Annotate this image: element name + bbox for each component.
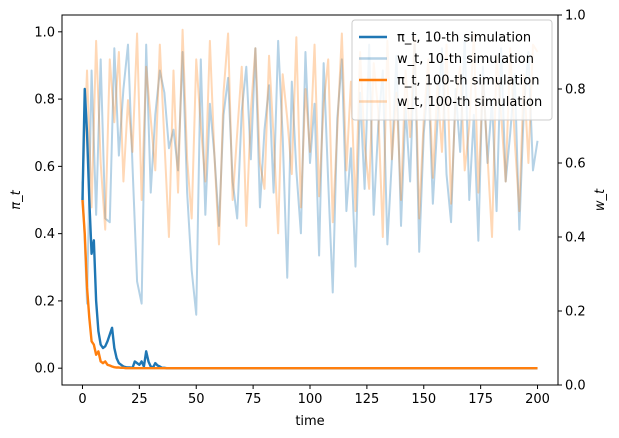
right-y-tick-label: 0.6 <box>565 157 586 172</box>
right-y-tick-label: 0.0 <box>565 379 586 394</box>
right-y-tick-label: 0.2 <box>565 305 586 320</box>
x-axis-ticks: 0 25 50 75 100 125 150 175 200 <box>78 385 550 407</box>
legend-label-w100: w_t, 100-th simulation <box>397 95 542 110</box>
right-y-axis-ticks: 0.0 0.2 0.4 0.6 0.8 1.0 <box>558 9 586 394</box>
left-y-axis-ticks: 0.0 0.2 0.4 0.6 0.8 1.0 <box>34 25 62 377</box>
x-tick-label: 25 <box>131 392 148 407</box>
legend-label-w10: w_t, 10-th simulation <box>397 52 534 67</box>
right-y-tick-label: 0.4 <box>565 231 586 246</box>
legend-label-pi10: π_t, 10-th simulation <box>397 31 531 46</box>
x-axis-label: time <box>295 414 324 429</box>
x-tick-label: 50 <box>188 392 205 407</box>
left-y-tick-label: 0.6 <box>34 160 55 175</box>
left-y-tick-label: 0.4 <box>34 227 55 242</box>
x-tick-label: 0 <box>78 392 86 407</box>
x-tick-label: 150 <box>411 392 436 407</box>
left-y-tick-label: 0.0 <box>34 362 55 377</box>
x-tick-label: 125 <box>354 392 379 407</box>
right-y-tick-label: 0.8 <box>565 83 586 98</box>
series-line-pi100 <box>81 199 538 370</box>
left-y-tick-label: 0.8 <box>34 93 55 108</box>
x-tick-label: 175 <box>468 392 493 407</box>
right-y-axis-label: w_t <box>593 188 608 211</box>
left-y-axis-label: π_t <box>9 189 24 209</box>
x-tick-label: 200 <box>525 392 550 407</box>
right-y-tick-label: 1.0 <box>565 9 586 24</box>
left-y-tick-label: 0.2 <box>34 294 55 309</box>
legend-entries: π_t, 10-th simulation w_t, 10-th simulati… <box>359 31 542 110</box>
legend-box <box>351 19 553 121</box>
chart-legend: π_t, 10-th simulation w_t, 10-th simulati… <box>351 19 553 121</box>
x-tick-label: 100 <box>298 392 323 407</box>
left-y-tick-label: 1.0 <box>34 25 55 40</box>
legend-label-pi100: π_t, 100-th simulation <box>397 74 539 89</box>
x-tick-label: 75 <box>245 392 262 407</box>
